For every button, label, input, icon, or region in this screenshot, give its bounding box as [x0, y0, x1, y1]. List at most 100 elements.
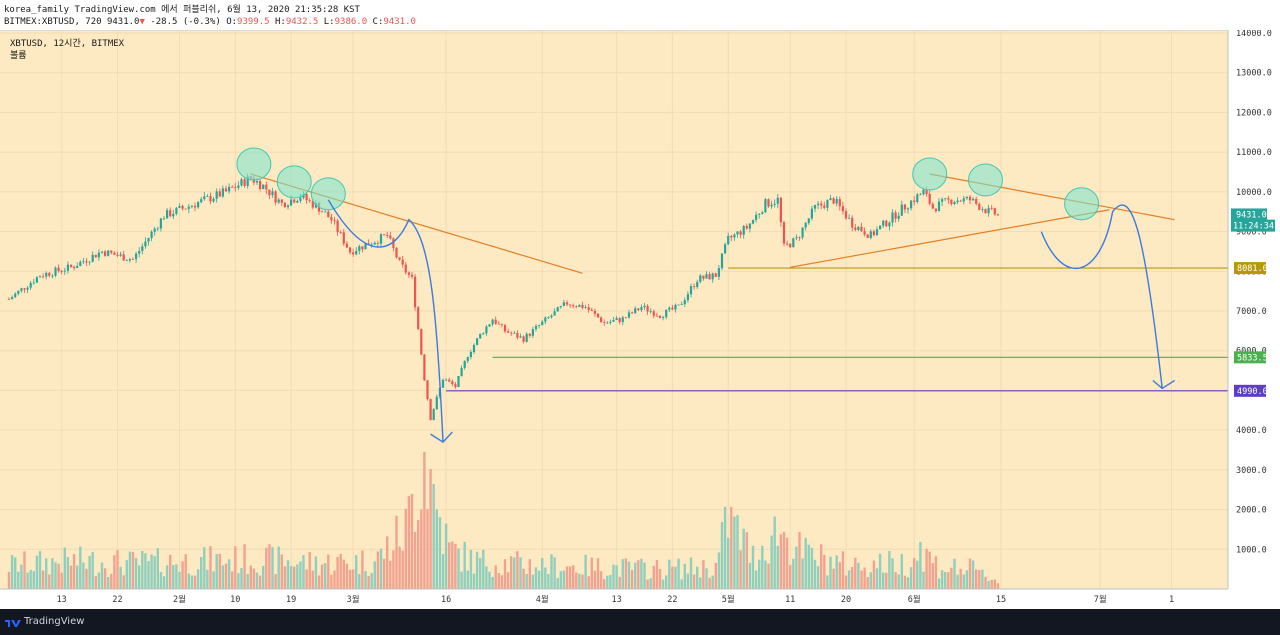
candle-body [54, 267, 57, 276]
volume-bar [103, 568, 107, 589]
volume-bar [888, 551, 891, 589]
candle-body [798, 237, 801, 238]
candle-body [29, 283, 32, 288]
candle-body [773, 203, 776, 205]
volume-bar [327, 554, 330, 589]
time-tick-label: 5월 [722, 594, 735, 605]
candle-body [131, 259, 135, 260]
candle-body [404, 264, 407, 273]
candle-body [472, 344, 476, 352]
time-tick-label: 3월 [347, 594, 360, 605]
volume-bar [209, 546, 212, 589]
candle-body [724, 244, 727, 254]
candle-body [590, 309, 593, 311]
candle-body [333, 220, 336, 222]
volume-bar [572, 565, 575, 589]
time-tick-label: 4월 [536, 594, 549, 605]
candle-body [209, 196, 212, 202]
candle-body [978, 203, 981, 210]
volume-bar [649, 578, 652, 589]
candle-body [376, 242, 379, 244]
candle-body [646, 305, 649, 312]
candle-body [631, 312, 634, 314]
volume-bar [826, 575, 829, 589]
candle-body [76, 266, 79, 269]
candle-body [299, 197, 302, 201]
volume-bar [165, 565, 169, 589]
projection-curve [1040, 204, 1163, 389]
volume-bar [838, 562, 841, 589]
volume-bar [587, 576, 590, 589]
candle-body [559, 305, 562, 308]
open-value: 9399.5 [237, 17, 270, 27]
candles [7, 173, 999, 421]
volume-bar [107, 576, 110, 589]
candle-body [218, 191, 221, 197]
volume-bar [562, 570, 566, 589]
candle-body [789, 243, 792, 248]
volume-bar [990, 579, 993, 589]
volume-bar [296, 564, 299, 589]
candle-body [575, 306, 578, 308]
candle-body [476, 338, 479, 345]
last-price: 9431.0 [106, 17, 140, 27]
close-value: 9431.0 [383, 17, 416, 27]
candle-body [69, 264, 73, 267]
volume-bar [993, 579, 996, 589]
candle-body [984, 209, 987, 214]
candle-body [851, 217, 854, 228]
ohlc-line: BITMEX:XBTUSD, 720 9431.0▼ -28.5 (-0.3%)… [4, 17, 416, 27]
time-tick-label: 13 [611, 595, 621, 605]
candle-body [88, 261, 91, 263]
volume-bar [271, 547, 274, 589]
volume-bar [138, 565, 141, 589]
volume-bar [720, 522, 724, 589]
candle-body [386, 235, 389, 236]
highlight-circle [310, 177, 346, 211]
volume-bar [404, 508, 407, 589]
volume-bar [581, 574, 584, 589]
candle-body [534, 325, 538, 330]
candle-body [398, 257, 401, 260]
candle-body [122, 254, 125, 261]
volume-bar [593, 570, 597, 589]
volume-bar [45, 558, 48, 589]
candle-body [503, 324, 507, 332]
volume-bar [665, 575, 668, 589]
volume-bar [696, 566, 699, 589]
price-tick-label: 10000.0 [1236, 188, 1272, 198]
volume-bar [398, 546, 401, 589]
footer-brand: TradingView [24, 616, 85, 627]
candle-body [618, 318, 621, 323]
candle-body [606, 322, 609, 324]
candle-body [668, 307, 671, 310]
volume-bar [909, 567, 913, 589]
volume-bar [860, 570, 863, 589]
volume-bar [984, 576, 987, 589]
candle-body [73, 266, 76, 269]
low-label: L: [323, 17, 335, 27]
volume-bar [367, 575, 370, 589]
volume-bar [125, 560, 128, 589]
volume-bar [324, 563, 327, 589]
price-tick-label: 3000.0 [1236, 466, 1267, 476]
volume-bar [203, 547, 206, 589]
candle-body [665, 309, 668, 318]
candle-body [758, 213, 761, 215]
price-tick-label: 1000.0 [1236, 545, 1267, 555]
candle-body [643, 305, 646, 308]
candle-body [38, 276, 42, 278]
candle-body [417, 307, 420, 330]
price-tick-label: 9000.0 [1236, 228, 1267, 238]
volume-bar [714, 562, 717, 589]
candle-body [516, 332, 519, 338]
price-tick-label: 7000.0 [1236, 307, 1267, 317]
candle-body [792, 238, 795, 248]
candle-body [26, 287, 29, 290]
volume-bar [351, 569, 355, 589]
volume-bar [547, 574, 550, 589]
volume-bar [348, 569, 352, 589]
chart-drawings [236, 147, 1175, 443]
price-chart[interactable]: 8081.0 5833.5 4990.0 1000.0 2000.0 3000.0 400… [0, 30, 1280, 609]
candle-body [519, 336, 522, 338]
